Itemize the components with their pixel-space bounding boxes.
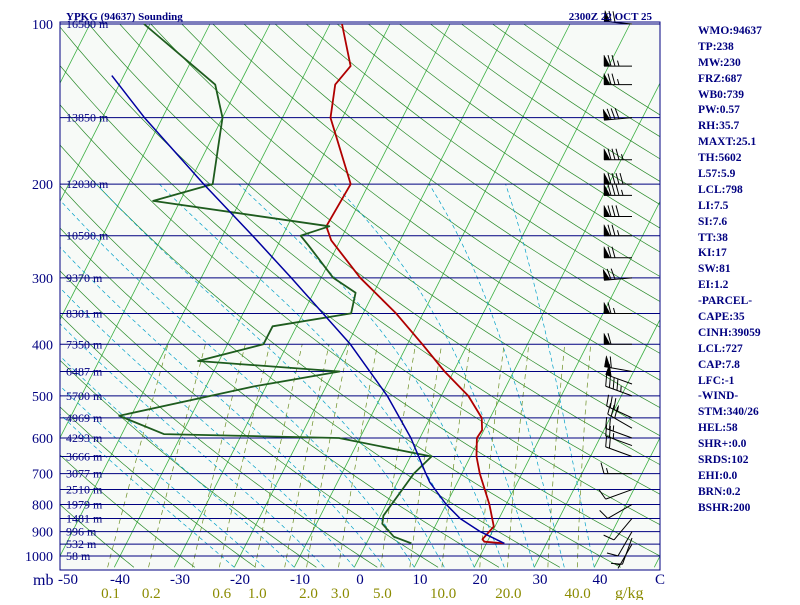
mixing-ratio-tick-label: 2.0 (299, 586, 318, 600)
sounding-index-item: TP:238 (698, 40, 798, 56)
sounding-index-item: LFC:-1 (698, 374, 798, 390)
sounding-index-item: EI:1.2 (698, 278, 798, 294)
sounding-index-item: LCL:727 (698, 342, 798, 358)
mixing-ratio-unit: g/kg (615, 585, 643, 600)
temperature-tick-label: 40 (593, 572, 608, 588)
height-label: 3666 m (66, 449, 103, 463)
height-label: 10590 m (66, 229, 109, 243)
plot-background (60, 22, 660, 570)
valid-time: 2300Z 22 OCT 25 (569, 11, 653, 23)
mixing-ratio-tick-label: 1.0 (248, 586, 267, 600)
mixing-ratio-tick-label: 0.1 (101, 586, 120, 600)
sounding-index-item: SI:7.6 (698, 215, 798, 231)
pressure-tick-label: 800 (32, 498, 53, 513)
temperature-tick-label: 10 (413, 572, 428, 588)
sounding-index-item: KI:17 (698, 246, 798, 262)
pressure-tick-label: 300 (32, 272, 53, 287)
pressure-tick-label: 500 (32, 390, 53, 405)
pressure-tick-label: 700 (32, 468, 53, 483)
sounding-index-item: EHI:0.0 (698, 469, 798, 485)
mixing-ratio-tick-label: 10.0 (430, 586, 456, 600)
sounding-index-item: MW:230 (698, 56, 798, 72)
temperature-tick-label: 20 (473, 572, 488, 588)
sounding-index-item: SRDS:102 (698, 453, 798, 469)
height-label: 12030 m (66, 177, 109, 191)
temperature-tick-label: 0 (356, 572, 364, 588)
pressure-axis-label: mb (33, 572, 53, 589)
chart-title: YPKG (94637) Sounding (66, 11, 183, 23)
sounding-index-item: HEL:58 (698, 421, 798, 437)
height-label: 2510 m (66, 483, 103, 497)
sounding-index-item: BRN:0.2 (698, 485, 798, 501)
height-label: 4293 m (66, 431, 103, 445)
pressure-tick-label: 600 (32, 432, 53, 447)
pressure-tick-label: 400 (32, 338, 53, 353)
mixing-ratio-tick-label: 0.2 (142, 586, 161, 600)
sounding-index-item: PW:0.57 (698, 103, 798, 119)
sounding-index-item: CAP:7.8 (698, 358, 798, 374)
sounding-index-item: LCL:798 (698, 183, 798, 199)
sounding-index-item: TT:38 (698, 231, 798, 247)
height-label: 58 m (66, 549, 91, 563)
height-label: 6487 m (66, 365, 103, 379)
height-label: 1481 m (66, 511, 103, 525)
sounding-index-item: -WIND- (698, 389, 798, 405)
sounding-index-item: LI:7.5 (698, 199, 798, 215)
temperature-tick-label: C (655, 572, 665, 588)
height-label: 9370 m (66, 271, 103, 285)
height-label: 7350 m (66, 337, 103, 351)
height-label: 13850 m (66, 111, 109, 125)
sounding-index-item: TH:5602 (698, 151, 798, 167)
height-label: 3077 m (66, 467, 103, 481)
isotherm-line (0, 24, 30, 567)
sounding-index-item: SHR+:0.0 (698, 437, 798, 453)
sounding-index-item: CAPE:35 (698, 310, 798, 326)
temperature-tick-label: -50 (58, 572, 78, 588)
mixing-ratio-tick-label: 20.0 (495, 586, 521, 600)
pressure-tick-label: 900 (32, 526, 53, 541)
mixing-ratio-tick-label: 3.0 (331, 586, 350, 600)
pressure-tick-label: 200 (32, 178, 53, 193)
sounding-index-item: RH:35.7 (698, 119, 798, 135)
sounding-index-item: L57:5.9 (698, 167, 798, 183)
height-label: 8301 m (66, 306, 103, 320)
sounding-index-item: CINH:39059 (698, 326, 798, 342)
sounding-index-item: WMO:94637 (698, 24, 798, 40)
sounding-index-item: STM:340/26 (698, 405, 798, 421)
mixing-ratio-tick-label: 5.0 (373, 586, 392, 600)
mixing-ratio-tick-label: 0.6 (212, 586, 231, 600)
sounding-index-item: BSHR:200 (698, 501, 798, 517)
height-label: 4969 m (66, 411, 103, 425)
sounding-index-item: -PARCEL- (698, 294, 798, 310)
sounding-index-item: MAXT:25.1 (698, 135, 798, 151)
sounding-index-item: SW:81 (698, 262, 798, 278)
temperature-tick-label: -30 (170, 572, 190, 588)
temperature-tick-label: 30 (533, 572, 548, 588)
mixing-ratio-tick-label: 40.0 (565, 586, 591, 600)
sounding-index-item: FRZ:687 (698, 72, 798, 88)
height-label: 1979 m (66, 497, 103, 511)
pressure-tick-label: 1000 (25, 550, 53, 565)
sounding-index-item: WB0:739 (698, 88, 798, 104)
pressure-tick-label: 100 (32, 18, 53, 33)
height-label: 5700 m (66, 389, 103, 403)
